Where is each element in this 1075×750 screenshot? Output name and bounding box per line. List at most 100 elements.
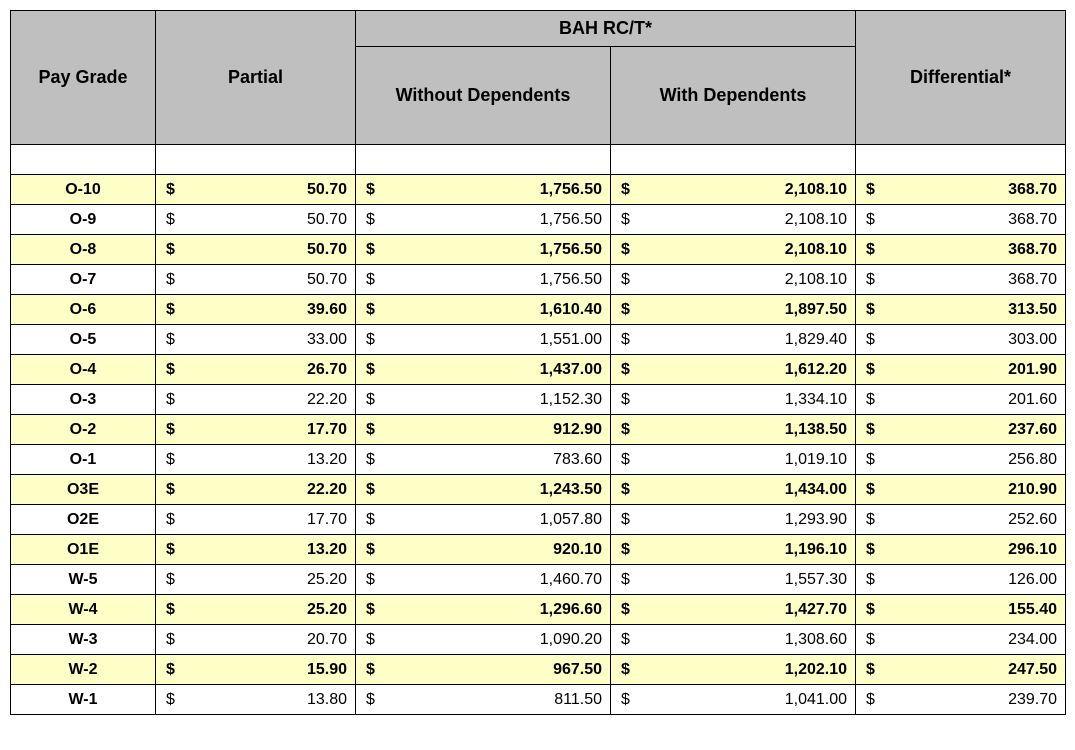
- currency-symbol: $: [366, 691, 375, 709]
- currency-symbol: $: [621, 631, 630, 649]
- cell-with-value: 1,434.00: [785, 481, 847, 499]
- cell-without-value: 1,296.60: [540, 601, 602, 619]
- currency-symbol: $: [621, 451, 630, 469]
- table-body: O-10$50.70$1,756.50$2,108.10$368.70O-9$5…: [11, 145, 1066, 715]
- currency-symbol: $: [866, 571, 875, 589]
- currency-symbol: $: [166, 301, 175, 319]
- cell-with-value: 1,334.10: [785, 391, 847, 409]
- cell-differential: $368.70: [856, 175, 1066, 205]
- table-row: O-5$33.00$1,551.00$1,829.40$303.00: [11, 325, 1066, 355]
- cell-differential: $303.00: [856, 325, 1066, 355]
- currency-symbol: $: [166, 391, 175, 409]
- cell-without: $1,437.00: [356, 355, 611, 385]
- cell-partial-value: 20.70: [307, 631, 347, 649]
- currency-symbol: $: [866, 301, 875, 319]
- cell-partial: $25.20: [156, 565, 356, 595]
- currency-symbol: $: [866, 241, 875, 259]
- cell-differential-value: 368.70: [1008, 181, 1057, 199]
- cell-pay-grade: W-2: [11, 655, 156, 685]
- table-row: O-6$39.60$1,610.40$1,897.50$313.50: [11, 295, 1066, 325]
- cell-differential-value: 155.40: [1008, 601, 1057, 619]
- cell-partial-value: 33.00: [307, 331, 347, 349]
- currency-symbol: $: [621, 361, 630, 379]
- currency-symbol: $: [621, 271, 630, 289]
- table-row: O-4$26.70$1,437.00$1,612.20$201.90: [11, 355, 1066, 385]
- cell-partial: $22.20: [156, 475, 356, 505]
- cell-differential: $247.50: [856, 655, 1066, 685]
- currency-symbol: $: [166, 181, 175, 199]
- cell-partial-value: 13.80: [307, 691, 347, 709]
- empty-row: [11, 145, 1066, 175]
- table-row: O-1$13.20$783.60$1,019.10$256.80: [11, 445, 1066, 475]
- cell-with-value: 1,196.10: [785, 541, 847, 559]
- currency-symbol: $: [866, 601, 875, 619]
- currency-symbol: $: [366, 301, 375, 319]
- cell-with: $1,897.50: [611, 295, 856, 325]
- header-differential: Differential*: [856, 11, 1066, 145]
- currency-symbol: $: [621, 661, 630, 679]
- currency-symbol: $: [166, 511, 175, 529]
- cell-partial: $22.20: [156, 385, 356, 415]
- cell-pay-grade: O-2: [11, 415, 156, 445]
- currency-symbol: $: [166, 421, 175, 439]
- cell-with: $1,427.70: [611, 595, 856, 625]
- currency-symbol: $: [621, 571, 630, 589]
- table-row: O-2$17.70$912.90$1,138.50$237.60: [11, 415, 1066, 445]
- currency-symbol: $: [366, 661, 375, 679]
- cell-without: $920.10: [356, 535, 611, 565]
- currency-symbol: $: [366, 331, 375, 349]
- cell-differential-value: 303.00: [1008, 331, 1057, 349]
- currency-symbol: $: [366, 421, 375, 439]
- cell-without: $1,152.30: [356, 385, 611, 415]
- cell-pay-grade: O-6: [11, 295, 156, 325]
- cell-with: $2,108.10: [611, 265, 856, 295]
- cell-differential-value: 234.00: [1008, 631, 1057, 649]
- cell-pay-grade: O-1: [11, 445, 156, 475]
- currency-symbol: $: [866, 451, 875, 469]
- cell-with-value: 1,202.10: [785, 661, 847, 679]
- cell-without-value: 920.10: [553, 541, 602, 559]
- header-without-dependents: Without Dependents: [356, 47, 611, 145]
- cell-partial-value: 17.70: [307, 421, 347, 439]
- cell-partial: $17.70: [156, 415, 356, 445]
- cell-differential: $201.90: [856, 355, 1066, 385]
- cell-differential: $296.10: [856, 535, 1066, 565]
- currency-symbol: $: [866, 271, 875, 289]
- cell-with-value: 1,427.70: [785, 601, 847, 619]
- cell-differential-value: 368.70: [1008, 211, 1057, 229]
- cell-with-value: 1,308.60: [785, 631, 847, 649]
- currency-symbol: $: [166, 481, 175, 499]
- table-row: W-4$25.20$1,296.60$1,427.70$155.40: [11, 595, 1066, 625]
- cell-pay-grade: O-5: [11, 325, 156, 355]
- cell-without-value: 1,551.00: [540, 331, 602, 349]
- cell-without: $1,756.50: [356, 175, 611, 205]
- cell-without-value: 1,057.80: [540, 511, 602, 529]
- cell-with-value: 1,293.90: [785, 511, 847, 529]
- cell-pay-grade: O2E: [11, 505, 156, 535]
- cell-pay-grade: O-7: [11, 265, 156, 295]
- cell-without-value: 1,756.50: [540, 241, 602, 259]
- currency-symbol: $: [166, 331, 175, 349]
- cell-differential: $368.70: [856, 235, 1066, 265]
- cell-with: $1,138.50: [611, 415, 856, 445]
- cell-differential: $256.80: [856, 445, 1066, 475]
- cell-pay-grade: W-3: [11, 625, 156, 655]
- cell-partial: $39.60: [156, 295, 356, 325]
- cell-partial-value: 13.20: [307, 541, 347, 559]
- cell-partial-value: 22.20: [307, 391, 347, 409]
- header-partial: Partial: [156, 11, 356, 145]
- cell-partial-value: 50.70: [307, 181, 347, 199]
- cell-pay-grade: O-9: [11, 205, 156, 235]
- cell-partial: $17.70: [156, 505, 356, 535]
- currency-symbol: $: [166, 241, 175, 259]
- cell-differential-value: 126.00: [1008, 571, 1057, 589]
- table-row: O-10$50.70$1,756.50$2,108.10$368.70: [11, 175, 1066, 205]
- header-with-dependents: With Dependents: [611, 47, 856, 145]
- cell-differential: $210.90: [856, 475, 1066, 505]
- table-row: O-7$50.70$1,756.50$2,108.10$368.70: [11, 265, 1066, 295]
- cell-with: $1,293.90: [611, 505, 856, 535]
- cell-pay-grade: W-1: [11, 685, 156, 715]
- currency-symbol: $: [366, 451, 375, 469]
- cell-with: $1,196.10: [611, 535, 856, 565]
- currency-symbol: $: [366, 181, 375, 199]
